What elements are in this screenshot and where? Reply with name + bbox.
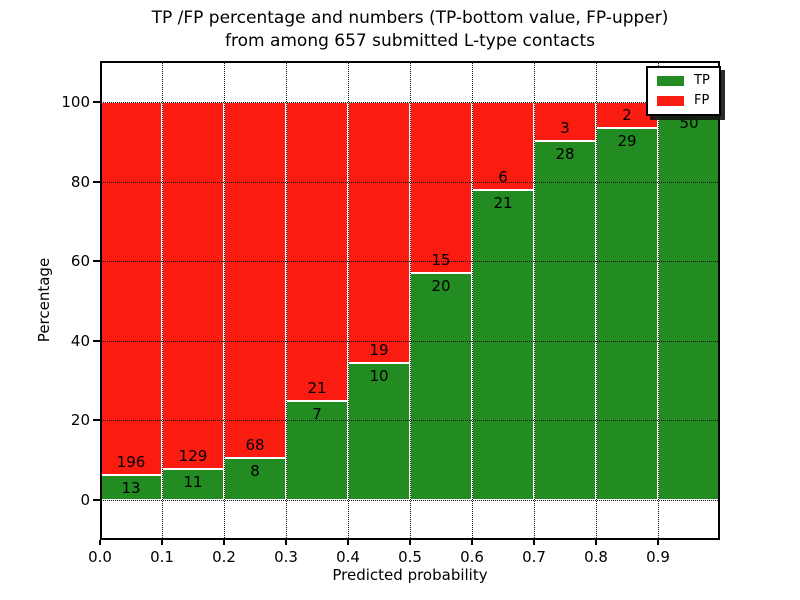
x-tick-mark [285,540,287,545]
tp-count-label: 20 [431,276,451,295]
tp-bar-segment [596,127,658,500]
y-tick-mark [93,101,100,103]
x-tick-mark [471,540,473,545]
x-tick-mark [657,540,659,545]
y-tick-mark [93,180,100,183]
vertical-gridline [596,61,597,540]
legend: TP FP [646,66,721,116]
y-tick-label: 20 [70,411,90,430]
vertical-gridline [410,61,411,540]
fp-legend-swatch [657,95,684,106]
fp-count-label: 196 [116,453,146,472]
tp-bar-segment [658,109,720,500]
vertical-gridline [162,61,163,540]
tp-count-label: 50 [679,113,699,132]
tp-bar-segment [410,272,472,500]
x-axis-label: Predicted probability [332,566,488,584]
vertical-gridline [658,61,659,540]
tp-count-label: 10 [369,366,389,385]
horizontal-gridline [100,500,720,501]
tp-count-label: 11 [183,472,203,491]
fp-legend-label: FP [694,93,710,108]
horizontal-gridline [100,261,720,263]
y-axis-label: Percentage [35,257,53,343]
tp-legend-label: TP [694,73,710,88]
x-tick-label: 0.9 [646,548,670,566]
tp-bar-segment [224,458,286,500]
y-tick-label: 0 [80,491,90,509]
x-tick-mark [533,540,535,545]
x-tick-label: 0.4 [336,548,360,566]
tp-bar-segment [472,190,534,500]
vertical-gridline [534,61,535,540]
fp-count-label: 68 [245,436,265,455]
x-tick-mark [161,540,163,545]
vertical-gridline [286,61,287,540]
x-tick-mark [99,540,101,545]
vertical-gridline [224,61,225,540]
tp-count-label: 29 [617,131,637,150]
fp-bar-segment [286,102,348,401]
horizontal-gridline [100,181,720,183]
y-tick-label: 40 [70,331,90,350]
fp-count-label: 2 [622,105,632,124]
fp-bar-segment [410,102,472,273]
tp-count-label: 7 [312,404,322,423]
horizontal-gridline [100,102,720,103]
horizontal-gridline [100,340,720,342]
x-tick-label: 0.7 [522,548,546,566]
x-tick-mark [223,540,225,545]
vertical-gridline [348,61,349,540]
tp-count-label: 13 [121,479,141,498]
legend-entry-tp: TP [657,74,710,87]
horizontal-gridline [100,420,720,422]
fp-count-label: 6 [498,168,508,187]
tp-bar-segment [286,400,348,500]
fp-bar-segment [100,102,162,476]
x-tick-mark [595,540,597,545]
tp-count-label: 21 [493,194,513,213]
vertical-gridline [472,61,473,540]
x-tick-label: 0.8 [584,548,608,566]
x-tick-mark [409,540,411,545]
tp-count-label: 8 [250,462,260,481]
fp-bar-segment [162,102,224,469]
fp-count-label: 19 [369,340,389,359]
fp-count-label: 3 [560,118,570,137]
tp-count-label: 28 [555,144,575,163]
plot-area: TP FP 196 13 129 11 68 8 21 7 19 10 15 20 6 21 3 28 2 29 5… [61,61,721,566]
x-tick-label: 0.3 [274,548,298,566]
chart-title-line1: TP /FP percentage and numbers (TP-bottom… [151,8,669,28]
y-tick-label: 80 [70,172,90,191]
y-tick-mark [93,339,100,342]
x-tick-label: 0.5 [398,548,422,566]
y-tick-label: 60 [70,252,90,271]
x-tick-label: 0.6 [460,548,484,566]
fp-bar-segment [348,102,410,363]
legend-entry-fp: FP [657,94,710,107]
chart-title: TP /FP percentage and numbers (TP-bottom… [60,7,760,53]
fp-count-label: 15 [431,250,451,269]
x-tick-label: 0.1 [150,548,174,566]
tp-legend-swatch [657,75,684,86]
tp-bar-segment [534,140,596,500]
y-tick-mark [93,419,100,422]
x-tick-mark [347,540,349,545]
x-tick-label: 0.2 [212,548,236,566]
y-tick-mark [93,499,100,501]
y-tick-label: 100 [61,93,90,111]
fp-bar-segment [224,102,286,459]
chart-title-line2: from among 657 submitted L-type contacts [224,31,595,51]
fp-count-label: 21 [307,378,327,397]
fp-count-label: 129 [178,446,208,465]
x-tick-label: 0.0 [88,548,112,566]
y-tick-mark [93,260,100,263]
